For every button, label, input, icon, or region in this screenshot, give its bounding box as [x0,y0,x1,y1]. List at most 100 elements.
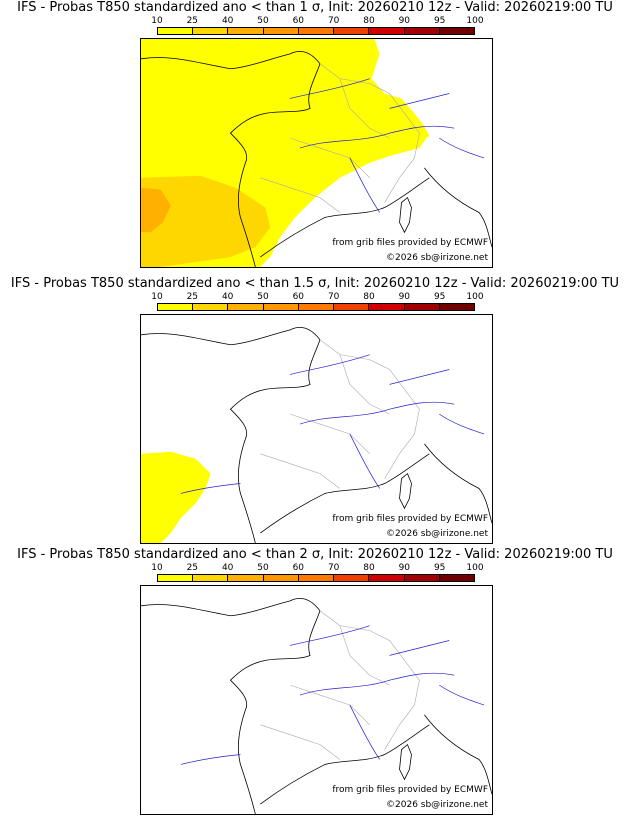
coastline-east [424,714,492,795]
legend-swatch [439,28,474,34]
legend-tick: 40 [221,16,234,26]
coastline [141,327,321,543]
legend-tick: 50 [257,16,269,26]
borders [260,610,420,760]
map-panel-2: IFS - Probas T850 standardized ano < tha… [0,276,630,546]
legend-swatch [193,304,229,310]
legend-swatch [298,575,335,581]
legend-colorbar [157,27,475,35]
map-frame[interactable]: from grib files provided by ECMWF ©2026 … [140,38,493,268]
legend-swatch [369,304,405,310]
probability-area-yellow [141,451,211,543]
map-panel-1: IFS - Probas T850 standardized ano < tha… [0,0,630,270]
legend-swatch [334,575,370,581]
legend-tick: 80 [363,16,375,26]
legend-tick: 60 [292,292,305,302]
legend-swatch [334,304,370,310]
probability-area-white [240,58,316,94]
panel-title: IFS - Probas T850 standardized ano < tha… [17,547,613,562]
corsica [399,196,412,234]
map-svg [141,598,492,814]
legend-tick: 90 [398,292,411,302]
legend-tick: 80 [363,292,375,302]
map-frame[interactable]: from grib files provided by ECMWF ©2026 … [140,314,493,544]
legend-tick: 90 [398,563,411,573]
legend-ticks: 10 25 40 50 60 70 80 90 95 100 [151,292,483,303]
rivers [180,625,485,765]
legend-tick: 100 [466,563,484,573]
legend-tick: 70 [327,292,340,302]
legend-tick: 100 [466,16,484,26]
legend-ticks: 10 25 40 50 60 70 80 90 95 100 [151,563,483,574]
legend-tick: 60 [292,16,305,26]
legend-tick: 80 [363,563,375,573]
legend-tick: 95 [433,563,446,573]
map-svg [141,327,492,543]
coastline-east [424,167,492,248]
coastline-east [424,443,492,524]
legend-swatch [158,304,194,310]
legend-swatch [158,575,194,581]
legend-colorbar [157,574,475,582]
legend-tick: 70 [327,563,340,573]
borders [260,339,420,489]
legend-tick: 10 [151,292,163,302]
map-svg [141,39,492,267]
legend-tick: 70 [327,16,340,26]
panel-title: IFS - Probas T850 standardized ano < tha… [17,0,613,15]
credit-source: from grib files provided by ECMWF [332,238,488,248]
legend-colorbar [157,303,475,311]
credit-copyright: ©2026 sb@irizone.net [386,253,488,263]
probability-area-mid [141,175,271,267]
legend-swatch [228,28,264,34]
legend-tick: 40 [221,292,234,302]
legend-swatch [193,575,229,581]
legend-tick: 95 [433,16,446,26]
borders [260,63,420,213]
legend-tick: 25 [186,16,199,26]
coastline-med [260,453,430,534]
rivers [180,354,485,494]
legend-swatch [263,28,299,34]
legend-swatch [404,28,440,34]
legend-tick: 25 [186,292,199,302]
legend-swatch [334,28,370,34]
legend-tick: 10 [151,563,163,573]
legend-swatch [263,304,299,310]
credit-copyright: ©2026 sb@irizone.net [386,529,488,539]
legend-tick: 90 [398,16,411,26]
legend-swatch [369,28,405,34]
map-frame[interactable]: from grib files provided by ECMWF ©2026 … [140,585,493,815]
corsica [399,743,412,781]
legend-swatch [158,28,194,34]
credit-source: from grib files provided by ECMWF [332,785,488,795]
coastline-med [260,177,430,258]
legend-swatch [439,304,474,310]
legend-swatch [298,28,335,34]
legend-ticks: 10 25 40 50 60 70 80 90 95 100 [151,16,483,27]
corsica [399,472,412,510]
coastline [141,598,321,814]
legend-swatch [439,575,474,581]
coastline [141,51,321,267]
rivers [290,78,485,213]
legend-swatch [193,28,229,34]
legend-swatch [369,575,405,581]
probability-area-yellow-east [255,100,430,188]
legend-swatch [404,575,440,581]
legend-tick: 95 [433,292,446,302]
credit-source: from grib files provided by ECMWF [332,514,488,524]
legend-tick: 50 [257,563,269,573]
legend-tick: 60 [292,563,305,573]
legend-swatch [404,304,440,310]
legend-swatch [228,304,264,310]
legend-tick: 50 [257,292,269,302]
legend-swatch [263,575,299,581]
legend-tick: 10 [151,16,163,26]
probability-area-high [141,187,171,233]
legend-tick: 100 [466,292,484,302]
panel-title: IFS - Probas T850 standardized ano < tha… [10,276,620,291]
credit-copyright: ©2026 sb@irizone.net [386,800,488,810]
legend-tick: 25 [186,563,199,573]
legend-swatch [228,575,264,581]
